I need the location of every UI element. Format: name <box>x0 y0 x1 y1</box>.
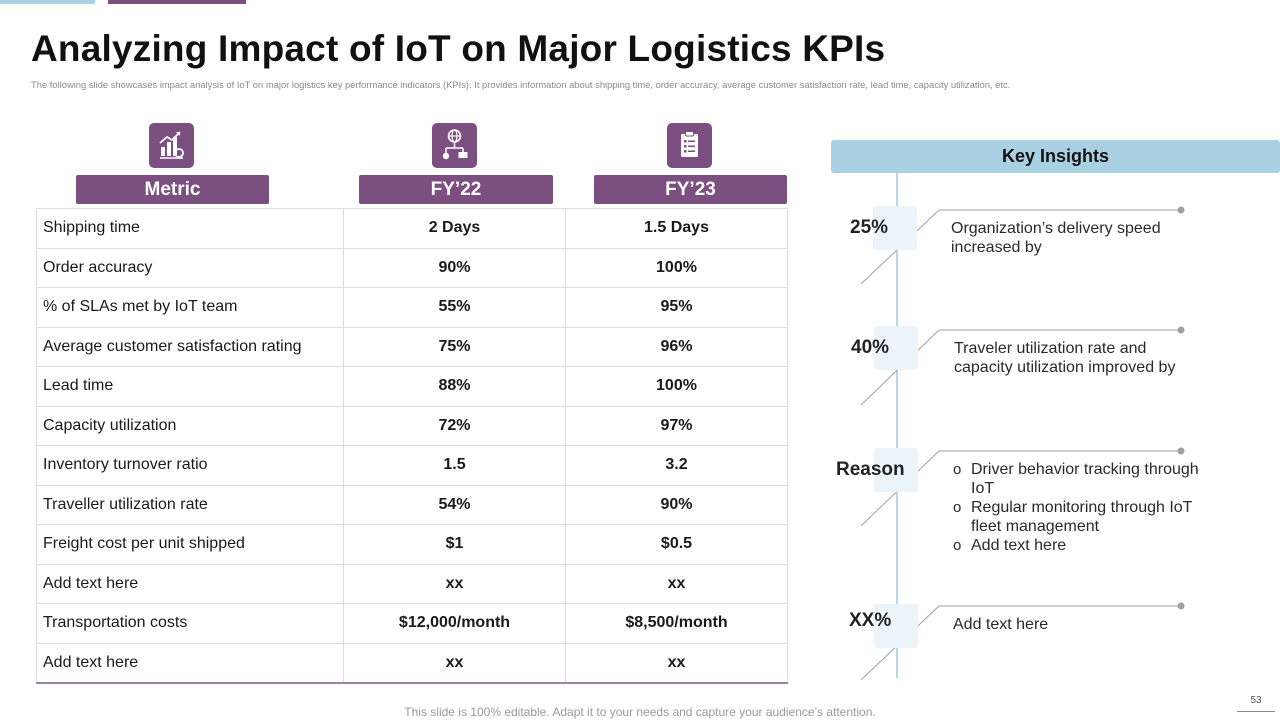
insight-value-box <box>874 604 918 648</box>
metric-cell: Add text here <box>36 642 344 684</box>
fy22-cell: xx <box>343 563 566 604</box>
fy23-cell: 100% <box>565 366 788 407</box>
fy22-cell: 54% <box>343 484 566 525</box>
kpi-table: Shipping time 2 Days 1.5 Days Order accura… <box>36 208 788 684</box>
table-row: Average customer satisfaction rating 75% 9… <box>36 326 788 367</box>
fy22-cell: $12,000/month <box>343 603 566 644</box>
list-item: Add text here <box>951 536 1201 555</box>
fy23-cell: xx <box>565 563 788 604</box>
insight-value-box <box>873 206 917 250</box>
page-number-underline <box>1237 711 1275 712</box>
table-row: Capacity utilization 72% 97% <box>36 405 788 446</box>
fy23-cell: 1.5 Days <box>565 208 788 249</box>
fy23-cell: 100% <box>565 247 788 288</box>
insight-value-box <box>874 326 918 370</box>
table-row: Add text here xx xx <box>36 642 788 684</box>
fy22-cell: 88% <box>343 366 566 407</box>
fy22-cell: 2 Days <box>343 208 566 249</box>
column-header-metric: Metric <box>76 175 269 204</box>
clipboard-checklist-icon <box>667 123 712 168</box>
insight-text: Organization’s delivery speed increased … <box>951 220 1161 256</box>
metric-cell: % of SLAs met by IoT team <box>36 287 344 328</box>
fy23-cell: 90% <box>565 484 788 525</box>
metric-cell: Lead time <box>36 366 344 407</box>
table-row: Inventory turnover ratio 1.5 3.2 <box>36 445 788 486</box>
insight-value: 25% <box>850 217 889 238</box>
fy22-cell: xx <box>343 642 566 684</box>
key-insights-header: Key Insights <box>831 140 1280 173</box>
insight-text: Traveler utilization rate and capacity u… <box>954 340 1176 376</box>
fy22-cell: $1 <box>343 524 566 565</box>
metric-cell: Freight cost per unit shipped <box>36 524 344 565</box>
insight-value: Reason <box>836 459 905 480</box>
table-row: Order accuracy 90% 100% <box>36 247 788 288</box>
fy23-cell: 3.2 <box>565 445 788 486</box>
fy22-cell: 1.5 <box>343 445 566 486</box>
table-row: Add text here xx xx <box>36 563 788 604</box>
table-row: Traveller utilization rate 54% 90% <box>36 484 788 525</box>
metric-cell: Order accuracy <box>36 247 344 288</box>
top-accent-bar-light <box>0 0 95 4</box>
table-row: Transportation costs $12,000/month $8,500/… <box>36 603 788 644</box>
fy22-cell: 75% <box>343 326 566 367</box>
top-accent-bar-purple <box>108 0 246 4</box>
insight-value-box <box>874 448 918 492</box>
fy23-cell: xx <box>565 642 788 684</box>
fy23-cell: $8,500/month <box>565 603 788 644</box>
metric-cell: Inventory turnover ratio <box>36 445 344 486</box>
network-globe-icon <box>432 123 477 168</box>
table-row: Lead time 88% 100% <box>36 366 788 407</box>
table-row: Shipping time 2 Days 1.5 Days <box>36 208 788 249</box>
fy23-cell: $0.5 <box>565 524 788 565</box>
metric-cell: Average customer satisfaction rating <box>36 326 344 367</box>
fy23-cell: 96% <box>565 326 788 367</box>
table-row: Freight cost per unit shipped $1 $0.5 <box>36 524 788 565</box>
footer-note: This slide is 100% editable. Adapt it to… <box>404 705 876 719</box>
insight-text: Add text here <box>953 616 1049 633</box>
insight-value: XX% <box>849 610 892 631</box>
insight-value: 40% <box>851 337 890 358</box>
insight-bullet-list: Driver behavior tracking through IoT Reg… <box>951 460 1201 555</box>
analytics-chart-icon <box>149 123 194 168</box>
list-item: Driver behavior tracking through IoT <box>951 460 1201 498</box>
column-header-fy23: FY’23 <box>594 175 787 204</box>
column-header-fy22: FY’22 <box>359 175 553 204</box>
metric-cell: Add text here <box>36 563 344 604</box>
timeline-line <box>896 173 898 678</box>
page-number: 53 <box>1250 695 1262 706</box>
fy23-cell: 95% <box>565 287 788 328</box>
fy22-cell: 90% <box>343 247 566 288</box>
metric-cell: Traveller utilization rate <box>36 484 344 525</box>
metric-cell: Shipping time <box>36 208 344 249</box>
fy22-cell: 55% <box>343 287 566 328</box>
page-subtitle: The following slide showcases impact ana… <box>31 79 1011 90</box>
metric-cell: Capacity utilization <box>36 405 344 446</box>
metric-cell: Transportation costs <box>36 603 344 644</box>
fy22-cell: 72% <box>343 405 566 446</box>
fy23-cell: 97% <box>565 405 788 446</box>
page-title: Analyzing Impact of IoT on Major Logisti… <box>31 28 886 69</box>
list-item: Regular monitoring through IoT fleet man… <box>951 498 1201 536</box>
table-row: % of SLAs met by IoT team 55% 95% <box>36 287 788 328</box>
